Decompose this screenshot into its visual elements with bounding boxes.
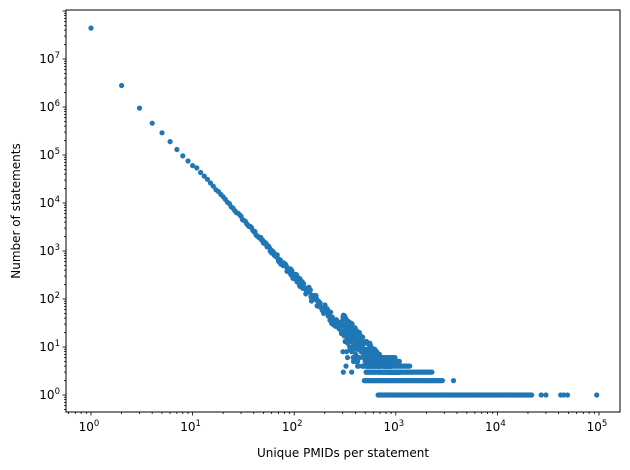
data-point — [529, 392, 535, 398]
data-point — [594, 392, 600, 398]
data-point — [353, 351, 359, 357]
data-point — [340, 369, 346, 375]
data-point — [301, 281, 307, 287]
tick-label: 101 — [39, 339, 60, 354]
data-point — [356, 363, 362, 369]
data-point — [136, 105, 143, 111]
data-point — [346, 319, 352, 325]
data-point — [344, 349, 350, 355]
data-point — [194, 165, 200, 171]
data-point — [355, 346, 361, 352]
data-point — [353, 358, 359, 364]
data-point — [450, 378, 457, 384]
data-point — [198, 169, 204, 176]
data-point — [396, 358, 402, 364]
tick-label: 104 — [39, 195, 60, 210]
tick-label: 107 — [39, 51, 60, 66]
data-point — [342, 325, 348, 331]
data-point — [564, 392, 571, 398]
data-point — [167, 139, 173, 145]
data-point — [347, 323, 353, 329]
data-point — [201, 173, 207, 179]
tick-label: 102 — [282, 419, 303, 434]
data-point — [180, 153, 186, 159]
x-axis-label: Unique PMIDs per statement — [257, 446, 429, 460]
tick-label: 105 — [39, 147, 60, 162]
tick-label: 100 — [39, 387, 60, 402]
data-point — [357, 355, 363, 361]
tick-label: 100 — [79, 419, 100, 434]
tick-label: 101 — [180, 419, 201, 434]
data-point — [373, 349, 380, 355]
x-axis-ticks: 100 101 102 103 104 105 — [68, 412, 607, 434]
data-point — [119, 82, 125, 89]
data-point — [349, 369, 355, 375]
data-point — [344, 355, 351, 361]
data-point — [210, 183, 216, 189]
data-point — [343, 363, 349, 369]
data-point — [159, 130, 165, 136]
data-point — [407, 363, 413, 369]
data-point — [204, 176, 210, 182]
data-point — [88, 25, 94, 31]
y-axis-label: Number of statements — [9, 143, 23, 278]
data-point — [328, 309, 334, 315]
data-point — [349, 331, 355, 337]
data-point — [349, 349, 355, 355]
data-point — [341, 333, 347, 339]
data-point — [439, 378, 445, 384]
data-point — [317, 300, 323, 306]
tick-label: 102 — [39, 291, 60, 306]
data-point — [358, 337, 364, 343]
data-point — [343, 338, 349, 345]
data-point — [363, 338, 369, 345]
data-point — [185, 158, 191, 164]
tick-label: 105 — [587, 419, 608, 434]
data-point — [340, 349, 346, 355]
data-point — [149, 120, 155, 126]
scatter-points — [88, 25, 600, 398]
data-point — [429, 369, 435, 375]
data-point — [543, 392, 549, 398]
tick-label: 104 — [485, 419, 506, 434]
data-point — [190, 163, 196, 169]
data-point — [561, 392, 567, 398]
data-point — [538, 392, 544, 398]
tick-label: 103 — [39, 243, 60, 258]
data-point — [353, 328, 359, 334]
data-point — [350, 344, 356, 350]
data-point — [392, 355, 398, 361]
tick-label: 106 — [39, 99, 60, 114]
data-point — [341, 313, 347, 319]
tick-label: 103 — [383, 419, 404, 434]
data-point — [174, 146, 180, 153]
y-axis-ticks: 100 101 102 103 104 105 106 107 — [39, 10, 66, 410]
data-point — [307, 287, 313, 293]
